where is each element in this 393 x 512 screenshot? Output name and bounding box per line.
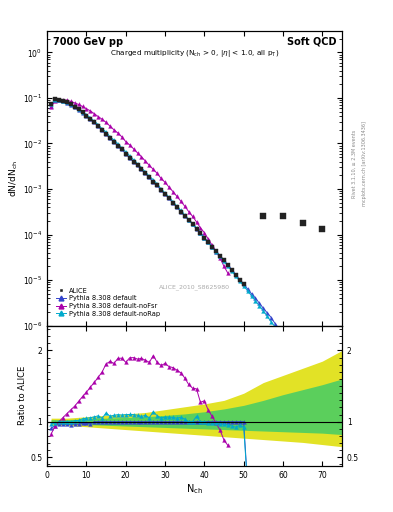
X-axis label: N$_{\rm ch}$: N$_{\rm ch}$ xyxy=(186,482,203,496)
Text: Charged multiplicity (N$_{\rm ch}$ > 0, |$\eta$| < 1.0, all p$_{\rm T}$): Charged multiplicity (N$_{\rm ch}$ > 0, … xyxy=(110,49,279,59)
Text: Soft QCD: Soft QCD xyxy=(286,37,336,47)
Text: ALICE_2010_S8625980: ALICE_2010_S8625980 xyxy=(159,285,230,290)
Y-axis label: Ratio to ALICE: Ratio to ALICE xyxy=(18,366,28,425)
Text: mcplots.cern.ch [arXiv:1306.3436]: mcplots.cern.ch [arXiv:1306.3436] xyxy=(362,121,367,206)
Y-axis label: dN/dN$_{\rm ch}$: dN/dN$_{\rm ch}$ xyxy=(7,160,20,197)
Text: Rivet 3.1.10, ≥ 2.3M events: Rivet 3.1.10, ≥ 2.3M events xyxy=(352,130,357,198)
Legend: ALICE, Pythia 8.308 default, Pythia 8.308 default-noFsr, Pythia 8.308 default-no: ALICE, Pythia 8.308 default, Pythia 8.30… xyxy=(53,285,163,319)
Text: 7000 GeV pp: 7000 GeV pp xyxy=(53,37,123,47)
